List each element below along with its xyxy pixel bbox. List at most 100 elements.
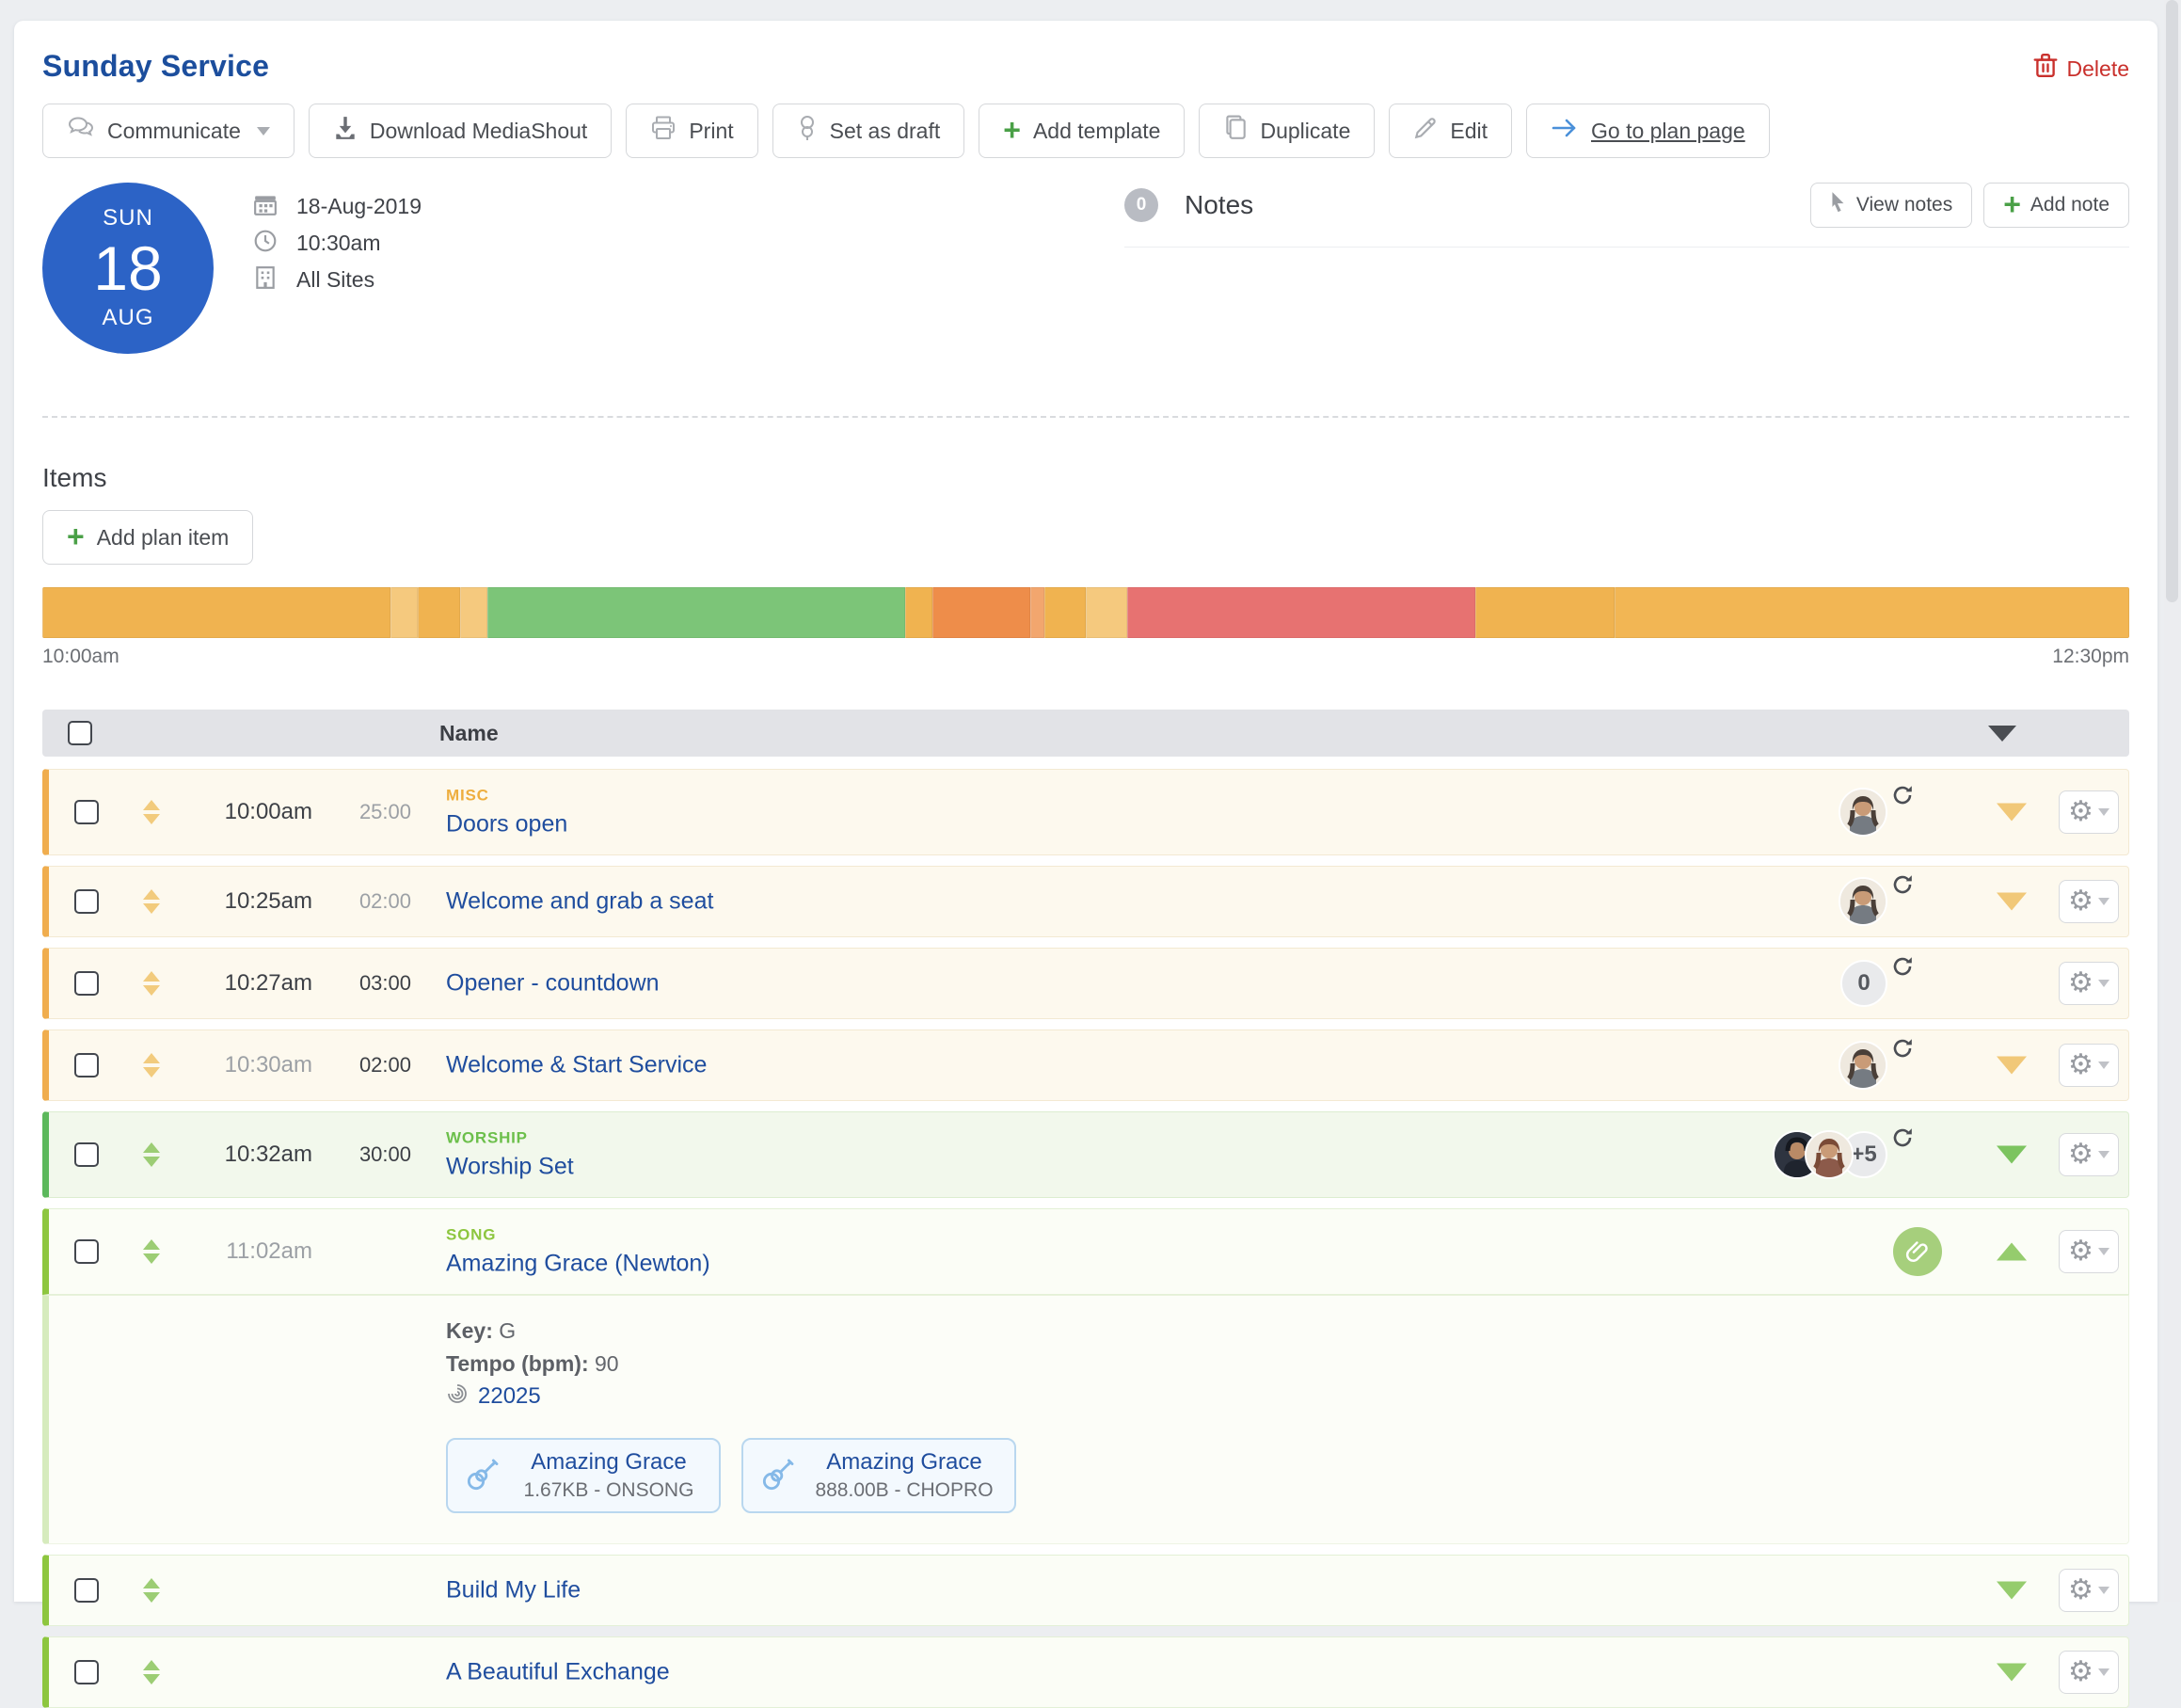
drag-handle[interactable] [143, 889, 160, 914]
assigned-people[interactable] [1839, 1038, 1914, 1090]
communicate-button[interactable]: Communicate [42, 104, 295, 158]
attachment-card[interactable]: Amazing Grace 888.00B - CHOPRO [741, 1438, 1016, 1513]
attachment-indicator[interactable] [1893, 1227, 1942, 1276]
item-title[interactable]: A Beautiful Exchange [446, 1658, 670, 1685]
item-title[interactable]: Worship Set [446, 1153, 574, 1180]
row-settings-button[interactable]: ⚙ [2059, 1230, 2119, 1273]
delete-button[interactable]: Delete [2033, 53, 2129, 85]
timeline-segment[interactable] [459, 587, 488, 638]
collapse-caret-icon[interactable] [1997, 1242, 2027, 1261]
view-notes-button[interactable]: View notes [1809, 183, 1973, 228]
timeline-segment[interactable] [1029, 587, 1044, 638]
go-to-plan-page-button[interactable]: Go to plan page [1526, 104, 1770, 158]
table-row[interactable]: 11:02am SONG Amazing Grace (Newton) ⚙ [42, 1208, 2129, 1295]
assigned-people[interactable] [1839, 785, 1914, 837]
expand-caret-icon[interactable] [1997, 803, 2027, 822]
avatar[interactable] [1839, 788, 1887, 837]
communicate-label: Communicate [107, 118, 241, 143]
row-checkbox[interactable] [74, 800, 99, 824]
add-template-button[interactable]: + Add template [979, 104, 1186, 158]
edit-button[interactable]: Edit [1389, 104, 1512, 158]
set-as-draft-button[interactable]: Set as draft [772, 104, 965, 158]
row-settings-button[interactable]: ⚙ [2059, 880, 2119, 923]
plan-timeline[interactable] [42, 587, 2129, 638]
avatar[interactable] [1839, 1041, 1887, 1090]
drag-handle[interactable] [143, 971, 160, 996]
expand-caret-icon[interactable] [1997, 1663, 2027, 1682]
timeline-segment[interactable] [932, 587, 1030, 638]
table-row[interactable]: Build My Life ⚙ [42, 1555, 2129, 1626]
row-settings-button[interactable]: ⚙ [2059, 790, 2119, 834]
timeline-segment[interactable] [1127, 587, 1476, 638]
avatar[interactable] [1839, 877, 1887, 926]
table-row[interactable]: 10:25am 02:00 Welcome and grab a seat ⚙ [42, 866, 2129, 937]
item-title[interactable]: Amazing Grace (Newton) [446, 1250, 710, 1277]
titlebar: Sunday Service Delete [42, 49, 2129, 85]
assigned-people[interactable]: 0 [1840, 956, 1914, 1007]
timeline-segment[interactable] [1043, 587, 1086, 638]
row-settings-button[interactable]: ⚙ [2059, 962, 2119, 1005]
timeline-end-label: 12:30pm [2052, 646, 2129, 667]
timeline-segment[interactable] [904, 587, 933, 638]
expand-caret-icon[interactable] [1997, 1056, 2027, 1075]
ccli-number-link[interactable]: 22025 [478, 1382, 541, 1409]
drag-handle[interactable] [143, 1578, 160, 1603]
attachment-card[interactable]: Amazing Grace 1.67KB - ONSONG [446, 1438, 721, 1513]
row-settings-button[interactable]: ⚙ [2059, 1651, 2119, 1694]
timeline-segment[interactable] [1086, 587, 1128, 638]
table-row[interactable]: 10:30am 02:00 Welcome & Start Service ⚙ [42, 1030, 2129, 1101]
download-mediashout-button[interactable]: Download MediaShout [308, 104, 613, 158]
row-settings-button[interactable]: ⚙ [2059, 1133, 2119, 1176]
duplicate-button[interactable]: Duplicate [1199, 104, 1376, 158]
item-time: 10:00am [224, 799, 312, 824]
assigned-people[interactable]: +5 [1773, 1127, 1914, 1179]
table-row[interactable]: 10:32am 30:00 WORSHIP Worship Set +5 ⚙ [42, 1111, 2129, 1198]
row-checkbox[interactable] [74, 1578, 99, 1603]
print-button[interactable]: Print [626, 104, 758, 158]
timeline-segment[interactable] [390, 587, 419, 638]
item-title[interactable]: Welcome & Start Service [446, 1051, 708, 1078]
drag-handle[interactable] [143, 1142, 160, 1167]
expand-caret-icon[interactable] [1997, 1145, 2027, 1164]
add-plan-item-button[interactable]: + Add plan item [42, 510, 254, 565]
vertical-scrollbar[interactable] [2164, 0, 2180, 1602]
item-title[interactable]: Build My Life [446, 1576, 581, 1604]
row-checkbox[interactable] [74, 889, 99, 914]
expand-caret-icon[interactable] [1997, 892, 2027, 911]
row-checkbox[interactable] [74, 1053, 99, 1077]
timeline-segment[interactable] [487, 587, 905, 638]
item-time: 10:30am [224, 1052, 312, 1077]
timeline-segment[interactable] [1475, 587, 1615, 638]
avatar[interactable] [1805, 1130, 1854, 1179]
row-checkbox[interactable] [74, 971, 99, 996]
timeline-segment[interactable] [1614, 587, 2129, 638]
item-title[interactable]: Opener - countdown [446, 969, 660, 997]
gear-icon: ⚙ [2068, 1049, 2093, 1080]
item-category: SONG [446, 1225, 497, 1244]
add-note-button[interactable]: + Add note [1983, 183, 2129, 228]
table-row[interactable]: A Beautiful Exchange ⚙ [42, 1636, 2129, 1708]
expand-caret-icon[interactable] [1997, 1581, 2027, 1600]
item-title[interactable]: Doors open [446, 810, 568, 838]
paperclip-icon[interactable] [1893, 1227, 1942, 1276]
timeline-segment[interactable] [42, 587, 390, 638]
row-settings-button[interactable]: ⚙ [2059, 1569, 2119, 1612]
song-key-label: Key: [446, 1318, 493, 1343]
row-checkbox[interactable] [74, 1239, 99, 1264]
clock-icon [253, 229, 278, 259]
drag-handle[interactable] [143, 1053, 160, 1077]
header-sort-caret-icon[interactable] [1988, 725, 2016, 742]
row-settings-button[interactable]: ⚙ [2059, 1044, 2119, 1087]
row-checkbox[interactable] [74, 1142, 99, 1167]
drag-handle[interactable] [143, 800, 160, 824]
timeline-segment[interactable] [418, 587, 460, 638]
table-row[interactable]: 10:27am 03:00 Opener - countdown 0 ⚙ [42, 948, 2129, 1019]
item-title[interactable]: Welcome and grab a seat [446, 887, 714, 915]
drag-handle[interactable] [143, 1239, 160, 1264]
assigned-people[interactable] [1839, 874, 1914, 926]
drag-handle[interactable] [143, 1660, 160, 1684]
select-all-checkbox[interactable] [68, 721, 92, 745]
row-checkbox[interactable] [74, 1660, 99, 1684]
table-row[interactable]: 10:00am 25:00 MISC Doors open ⚙ [42, 769, 2129, 855]
scrollbar-thumb[interactable] [2166, 0, 2178, 602]
